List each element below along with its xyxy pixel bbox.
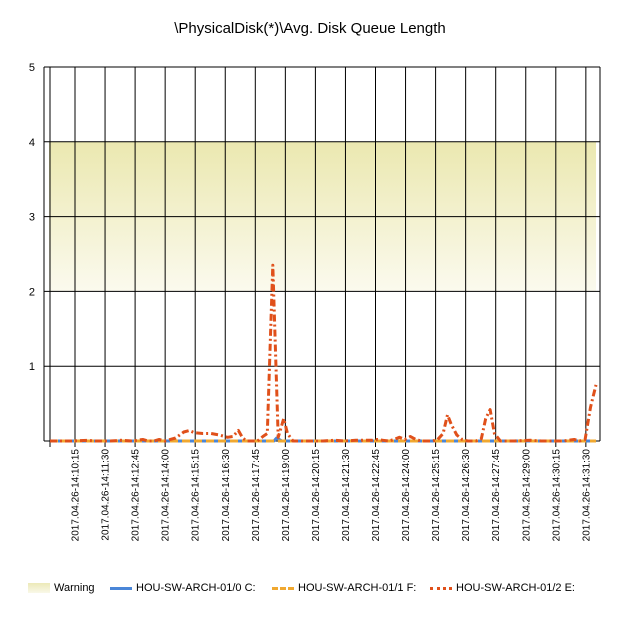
legend-swatch-series-2 (430, 586, 452, 590)
x-tick-label: 2017.04.26-14:14:00 (161, 449, 172, 542)
x-tick-label: 2017.04.26-14:31:30 (581, 449, 592, 542)
x-tick-label: 2017.04.26-14:20:15 (311, 449, 322, 542)
x-tick-label: 2017.04.26-14:22:45 (371, 449, 382, 542)
y-tick-label: 2 (29, 286, 35, 298)
x-tick-label: 2017.04.26-14:26:30 (461, 449, 472, 542)
chart-title: \PhysicalDisk(*)\Avg. Disk Queue Length (174, 20, 446, 37)
x-tick-label: 2017.04.26-14:11:30 (101, 449, 112, 541)
x-tick-label: 2017.04.26-14:24:00 (401, 449, 412, 542)
x-tick-label: 2017.04.26-14:17:45 (251, 449, 262, 542)
x-tick-label: 2017.04.26-14:30:15 (551, 449, 562, 542)
legend-label-series-1: HOU-SW-ARCH-01/1 F: (298, 582, 417, 594)
legend-swatch-series-0 (110, 586, 132, 590)
legend-label-series-0: HOU-SW-ARCH-01/0 C: (136, 582, 256, 594)
legend-label-series-2: HOU-SW-ARCH-01/2 E: (456, 582, 575, 594)
y-tick-label: 3 (29, 212, 35, 224)
y-tick-label: 1 (29, 361, 35, 373)
legend-item-series-1: HOU-SW-ARCH-01/1 F: (272, 580, 416, 596)
x-tick-label: 2017.04.26-14:27:45 (491, 449, 502, 542)
x-tick-label: 2017.04.26-14:15:15 (191, 449, 202, 542)
y-tick-label: 5 (29, 62, 35, 74)
series-line-2 (50, 263, 598, 443)
y-tick-label: 4 (29, 137, 35, 149)
legend-item-warning: Warning (28, 580, 95, 596)
x-tick-label: 2017.04.26-14:12:45 (131, 449, 142, 542)
legend-swatch-series-1 (272, 586, 294, 590)
x-tick-label: 2017.04.26-14:21:30 (341, 449, 352, 542)
x-tick-label: 2017.04.26-14:29:00 (521, 449, 532, 542)
legend-swatch-warning (28, 583, 50, 593)
x-tick-label: 2017.04.26-14:19:00 (281, 449, 292, 542)
legend: Warning HOU-SW-ARCH-01/0 C: HOU-SW-ARCH-… (28, 580, 618, 596)
legend-label-warning: Warning (54, 582, 95, 594)
legend-item-series-2: HOU-SW-ARCH-01/2 E: (430, 580, 575, 596)
legend-item-series-0: HOU-SW-ARCH-01/0 C: (110, 580, 256, 596)
x-tick-label: 2017.04.26-14:16:30 (221, 449, 232, 542)
x-tick-label: 2017.04.26-14:10:15 (71, 449, 82, 542)
x-tick-label: 2017.04.26-14:25:15 (431, 449, 442, 542)
